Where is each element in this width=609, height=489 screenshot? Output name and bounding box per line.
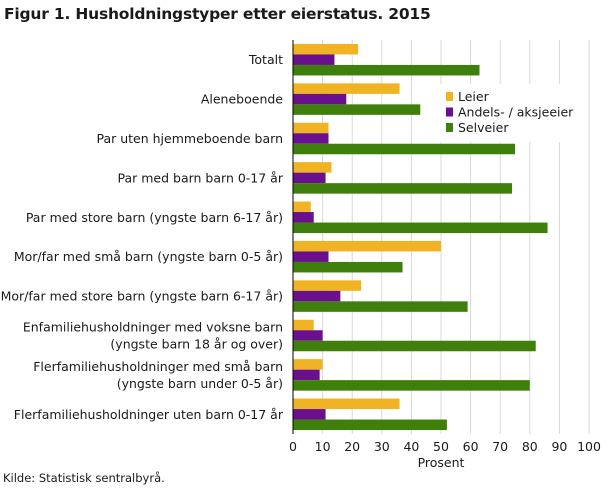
legend-box [436, 84, 580, 142]
bar [293, 409, 326, 420]
chart-title: Figur 1. Husholdningstyper etter eiersta… [4, 5, 431, 23]
bar [293, 369, 320, 381]
bar [293, 222, 548, 234]
bar [293, 143, 515, 155]
bar [293, 280, 362, 291]
category-label: Mor/far med store barn (yngste barn 6-17… [1, 289, 283, 304]
category-label: Enfamiliehusholdninger med voksne barn [23, 320, 283, 335]
bar [293, 201, 311, 213]
bar [293, 240, 441, 252]
legend-label: Selveier [458, 120, 509, 135]
bar [293, 172, 326, 184]
bar [293, 359, 323, 370]
x-tick-labels: 0 10 20 30 40 50 60 70 80 90 100 [289, 439, 601, 454]
legend-swatch [446, 92, 453, 101]
category-label: Totalt [248, 52, 283, 67]
x-tick-label: 20 [344, 439, 360, 454]
bar [293, 43, 359, 55]
bar [293, 398, 400, 410]
category-label: Mor/far med små barn (yngste barn 0-5 år… [14, 249, 283, 264]
bar [293, 419, 447, 431]
x-tick-label: 50 [433, 439, 449, 454]
bar [293, 212, 314, 223]
bar [293, 380, 530, 391]
bar [293, 340, 536, 352]
bar [293, 251, 329, 262]
x-tick-label: 70 [492, 439, 508, 454]
x-tick-label: 0 [289, 439, 297, 454]
bar [293, 330, 323, 341]
x-tick-label: 80 [522, 439, 538, 454]
bar [293, 183, 513, 194]
x-tick-label: 100 [577, 439, 601, 454]
source-note: Kilde: Statistisk sentralbyrå. [3, 471, 165, 485]
x-tick-label: 10 [315, 439, 331, 454]
category-labels: Totalt Aleneboende Par uten hjemmeboende b… [1, 52, 284, 422]
bar [293, 54, 335, 65]
category-label: Flerfamiliehusholdninger med små barn [33, 359, 283, 374]
category-label: Par med barn barn 0-17 år [118, 170, 284, 185]
bar [293, 301, 468, 312]
bars [293, 43, 548, 431]
category-label: (yngste barn under 0-5 år) [117, 376, 283, 391]
bar [293, 64, 480, 76]
legend-label: Leier [458, 89, 490, 104]
category-label: Flerfamiliehusholdninger uten barn 0-17 … [14, 407, 284, 422]
category-label: (yngste barn 18 år og over) [110, 337, 283, 352]
legend-label: Andels- / aksjeeier [458, 105, 574, 120]
legend-swatch [446, 123, 453, 132]
bar [293, 261, 403, 273]
category-label: Par med store barn (yngste barn 6-17 år) [26, 210, 283, 225]
bar [293, 290, 341, 302]
category-label: Aleneboende [201, 92, 283, 107]
category-label: Par uten hjemmeboende barn [96, 131, 283, 146]
bar [293, 93, 347, 105]
legend-swatch [446, 107, 453, 117]
bar [293, 319, 314, 331]
x-tick-label: 30 [374, 439, 390, 454]
bar [293, 104, 421, 115]
x-tick-label: 40 [403, 439, 419, 454]
bar [293, 162, 332, 173]
bar [293, 122, 329, 134]
x-tick-label: 90 [551, 439, 567, 454]
bar [293, 83, 400, 94]
bar [293, 133, 329, 144]
x-tick-label: 60 [463, 439, 479, 454]
x-axis-title: Prosent [418, 455, 465, 470]
